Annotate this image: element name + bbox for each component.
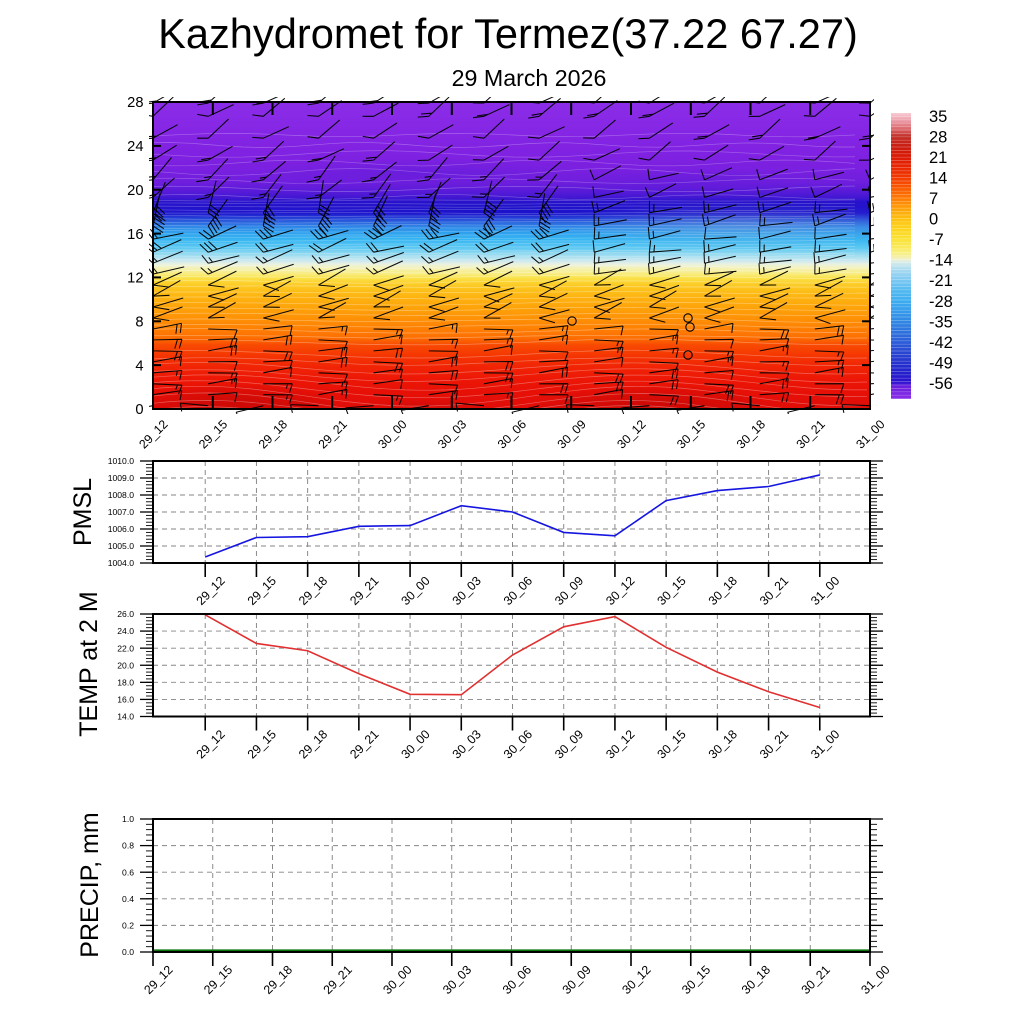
svg-text:0.8: 0.8 xyxy=(122,841,134,851)
svg-text:1008.0: 1008.0 xyxy=(108,490,135,500)
svg-text:-56: -56 xyxy=(929,375,953,393)
svg-text:18.0: 18.0 xyxy=(117,677,134,687)
svg-text:1009.0: 1009.0 xyxy=(108,473,135,483)
svg-text:0.2: 0.2 xyxy=(122,921,134,931)
svg-text:29 March 2026: 29 March 2026 xyxy=(452,65,607,91)
svg-text:-14: -14 xyxy=(929,252,953,270)
svg-text:22.0: 22.0 xyxy=(117,643,134,653)
svg-text:PMSL: PMSL xyxy=(69,478,97,546)
svg-text:0.0: 0.0 xyxy=(122,947,134,957)
svg-text:-7: -7 xyxy=(929,231,944,249)
svg-text:-35: -35 xyxy=(929,313,953,331)
svg-text:26.0: 26.0 xyxy=(117,609,134,619)
svg-text:-49: -49 xyxy=(929,354,953,372)
svg-text:24: 24 xyxy=(127,139,143,155)
svg-text:0.4: 0.4 xyxy=(122,894,134,904)
svg-text:16: 16 xyxy=(127,227,143,243)
svg-text:16.0: 16.0 xyxy=(117,695,134,705)
svg-text:12: 12 xyxy=(127,271,143,287)
svg-text:1006.0: 1006.0 xyxy=(108,524,135,534)
svg-text:28: 28 xyxy=(929,128,947,146)
svg-text:0: 0 xyxy=(135,402,143,418)
svg-text:21: 21 xyxy=(929,149,947,167)
svg-text:24.0: 24.0 xyxy=(117,626,134,636)
svg-text:8: 8 xyxy=(135,315,143,331)
svg-text:4: 4 xyxy=(135,358,143,374)
svg-text:-42: -42 xyxy=(929,334,953,352)
svg-text:Kazhydromet for Termez(37.22 6: Kazhydromet for Termez(37.22 67.27) xyxy=(158,10,858,57)
svg-text:0: 0 xyxy=(929,211,938,229)
svg-text:7: 7 xyxy=(929,190,938,208)
svg-text:35: 35 xyxy=(929,108,947,126)
svg-text:0.6: 0.6 xyxy=(122,867,134,877)
svg-text:1005.0: 1005.0 xyxy=(108,541,135,551)
svg-text:1007.0: 1007.0 xyxy=(108,507,135,517)
svg-text:20: 20 xyxy=(127,183,143,199)
svg-text:TEMP at 2 M: TEMP at 2 M xyxy=(75,591,103,736)
svg-text:28: 28 xyxy=(127,95,143,111)
svg-text:20.0: 20.0 xyxy=(117,660,134,670)
svg-text:1.0: 1.0 xyxy=(122,814,134,824)
svg-text:1010.0: 1010.0 xyxy=(108,456,135,466)
svg-text:-28: -28 xyxy=(929,293,953,311)
svg-text:PRECIP, mm: PRECIP, mm xyxy=(76,812,104,957)
svg-text:14.0: 14.0 xyxy=(117,712,134,722)
svg-text:14: 14 xyxy=(929,170,947,188)
svg-text:1004.0: 1004.0 xyxy=(108,558,135,568)
svg-text:-21: -21 xyxy=(929,272,953,290)
